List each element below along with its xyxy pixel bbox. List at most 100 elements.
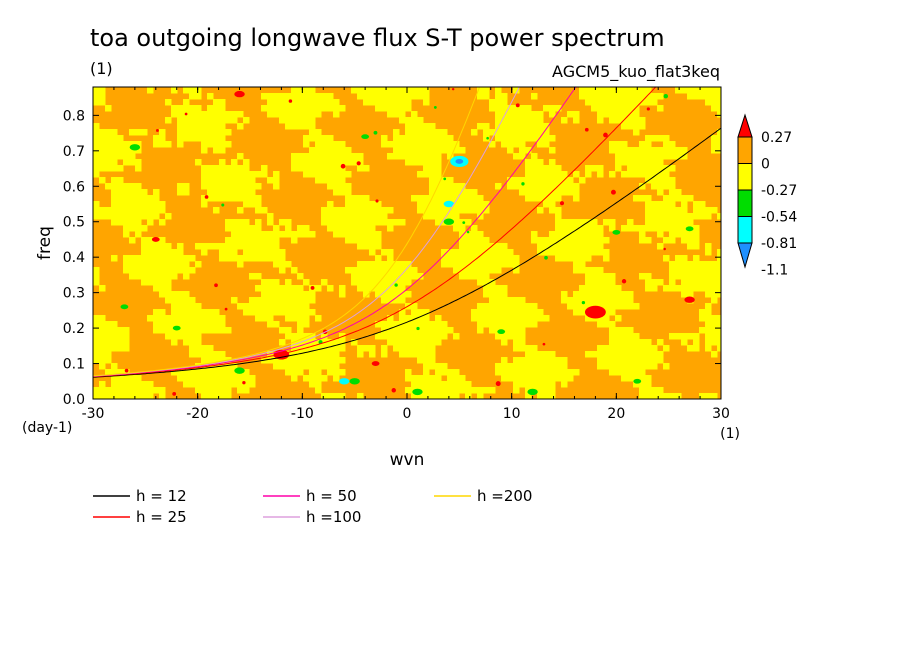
field-cell bbox=[219, 315, 226, 322]
field-cell bbox=[699, 315, 706, 322]
field-cell bbox=[597, 105, 604, 112]
field-cell bbox=[255, 195, 262, 202]
field-cell bbox=[609, 93, 616, 100]
field-extreme bbox=[172, 325, 181, 331]
field-cell bbox=[657, 201, 664, 208]
field-cell bbox=[309, 87, 316, 94]
field-cell bbox=[453, 249, 460, 256]
field-cell bbox=[531, 177, 538, 184]
field-cell bbox=[669, 231, 676, 238]
field-cell bbox=[657, 231, 664, 238]
field-cell bbox=[291, 363, 298, 370]
field-cell bbox=[321, 147, 328, 154]
field-cell bbox=[189, 303, 196, 310]
field-cell bbox=[363, 195, 370, 202]
field-cell bbox=[621, 225, 628, 232]
field-cell bbox=[453, 375, 460, 382]
field-cell bbox=[213, 243, 220, 250]
field-cell bbox=[627, 153, 634, 160]
field-cell bbox=[573, 111, 580, 118]
field-cell bbox=[633, 375, 640, 382]
field-cell bbox=[477, 255, 484, 262]
field-cell bbox=[603, 291, 610, 298]
field-cell bbox=[261, 237, 268, 244]
field-cell bbox=[213, 105, 220, 112]
field-cell bbox=[327, 345, 334, 352]
field-cell bbox=[219, 99, 226, 106]
field-cell bbox=[573, 267, 580, 274]
field-cell bbox=[123, 141, 130, 148]
field-cell bbox=[531, 351, 538, 358]
field-cell bbox=[327, 183, 334, 190]
field-cell bbox=[711, 279, 718, 286]
field-cell bbox=[159, 279, 166, 286]
field-cell bbox=[333, 351, 340, 358]
field-cell bbox=[603, 357, 610, 364]
field-cell bbox=[117, 177, 124, 184]
field-cell bbox=[633, 333, 640, 340]
field-cell bbox=[393, 291, 400, 298]
field-cell bbox=[123, 327, 130, 334]
field-cell bbox=[393, 93, 400, 100]
field-cell bbox=[279, 297, 286, 304]
field-cell bbox=[297, 285, 304, 292]
field-cell bbox=[291, 333, 298, 340]
field-cell bbox=[651, 177, 658, 184]
field-cell bbox=[351, 195, 358, 202]
field-cell bbox=[93, 213, 100, 220]
field-cell bbox=[537, 189, 544, 196]
field-cell bbox=[291, 375, 298, 382]
field-cell bbox=[501, 309, 508, 316]
field-cell bbox=[447, 369, 454, 376]
field-cell bbox=[513, 375, 520, 382]
field-cell bbox=[327, 213, 334, 220]
field-cell bbox=[123, 261, 130, 268]
field-cell bbox=[645, 141, 652, 148]
field-cell bbox=[549, 165, 556, 172]
field-cell bbox=[213, 363, 220, 370]
field-cell bbox=[471, 255, 478, 262]
field-cell bbox=[375, 213, 382, 220]
field-cell bbox=[273, 243, 280, 250]
field-cell bbox=[513, 87, 520, 94]
field-cell bbox=[315, 153, 322, 160]
field-cell bbox=[255, 309, 262, 316]
field-cell bbox=[291, 345, 298, 352]
field-cell bbox=[273, 279, 280, 286]
field-cell bbox=[399, 135, 406, 142]
field-cell bbox=[561, 219, 568, 226]
field-cell bbox=[333, 183, 340, 190]
field-cell bbox=[147, 279, 154, 286]
field-cell bbox=[165, 255, 172, 262]
field-cell bbox=[111, 195, 118, 202]
field-cell bbox=[699, 327, 706, 334]
field-cell bbox=[387, 333, 394, 340]
field-cell bbox=[237, 177, 244, 184]
field-cell bbox=[675, 261, 682, 268]
field-cell bbox=[357, 351, 364, 358]
field-cell bbox=[225, 393, 232, 399]
field-cell bbox=[417, 345, 424, 352]
field-cell bbox=[297, 315, 304, 322]
field-cell bbox=[333, 153, 340, 160]
field-cell bbox=[117, 213, 124, 220]
field-cell bbox=[483, 249, 490, 256]
field-cell bbox=[171, 315, 178, 322]
field-speck bbox=[373, 130, 378, 135]
field-cell bbox=[615, 93, 622, 100]
field-cell bbox=[93, 147, 100, 154]
field-cell bbox=[387, 291, 394, 298]
field-cell bbox=[543, 105, 550, 112]
field-cell bbox=[309, 345, 316, 352]
field-cell bbox=[543, 189, 550, 196]
field-cell bbox=[303, 303, 310, 310]
field-cell bbox=[99, 351, 106, 358]
field-cell bbox=[375, 333, 382, 340]
field-cell bbox=[189, 87, 196, 94]
field-cell bbox=[585, 243, 592, 250]
field-cell bbox=[411, 87, 418, 94]
field-cell bbox=[195, 351, 202, 358]
field-cell bbox=[135, 381, 142, 388]
field-cell bbox=[141, 129, 148, 136]
